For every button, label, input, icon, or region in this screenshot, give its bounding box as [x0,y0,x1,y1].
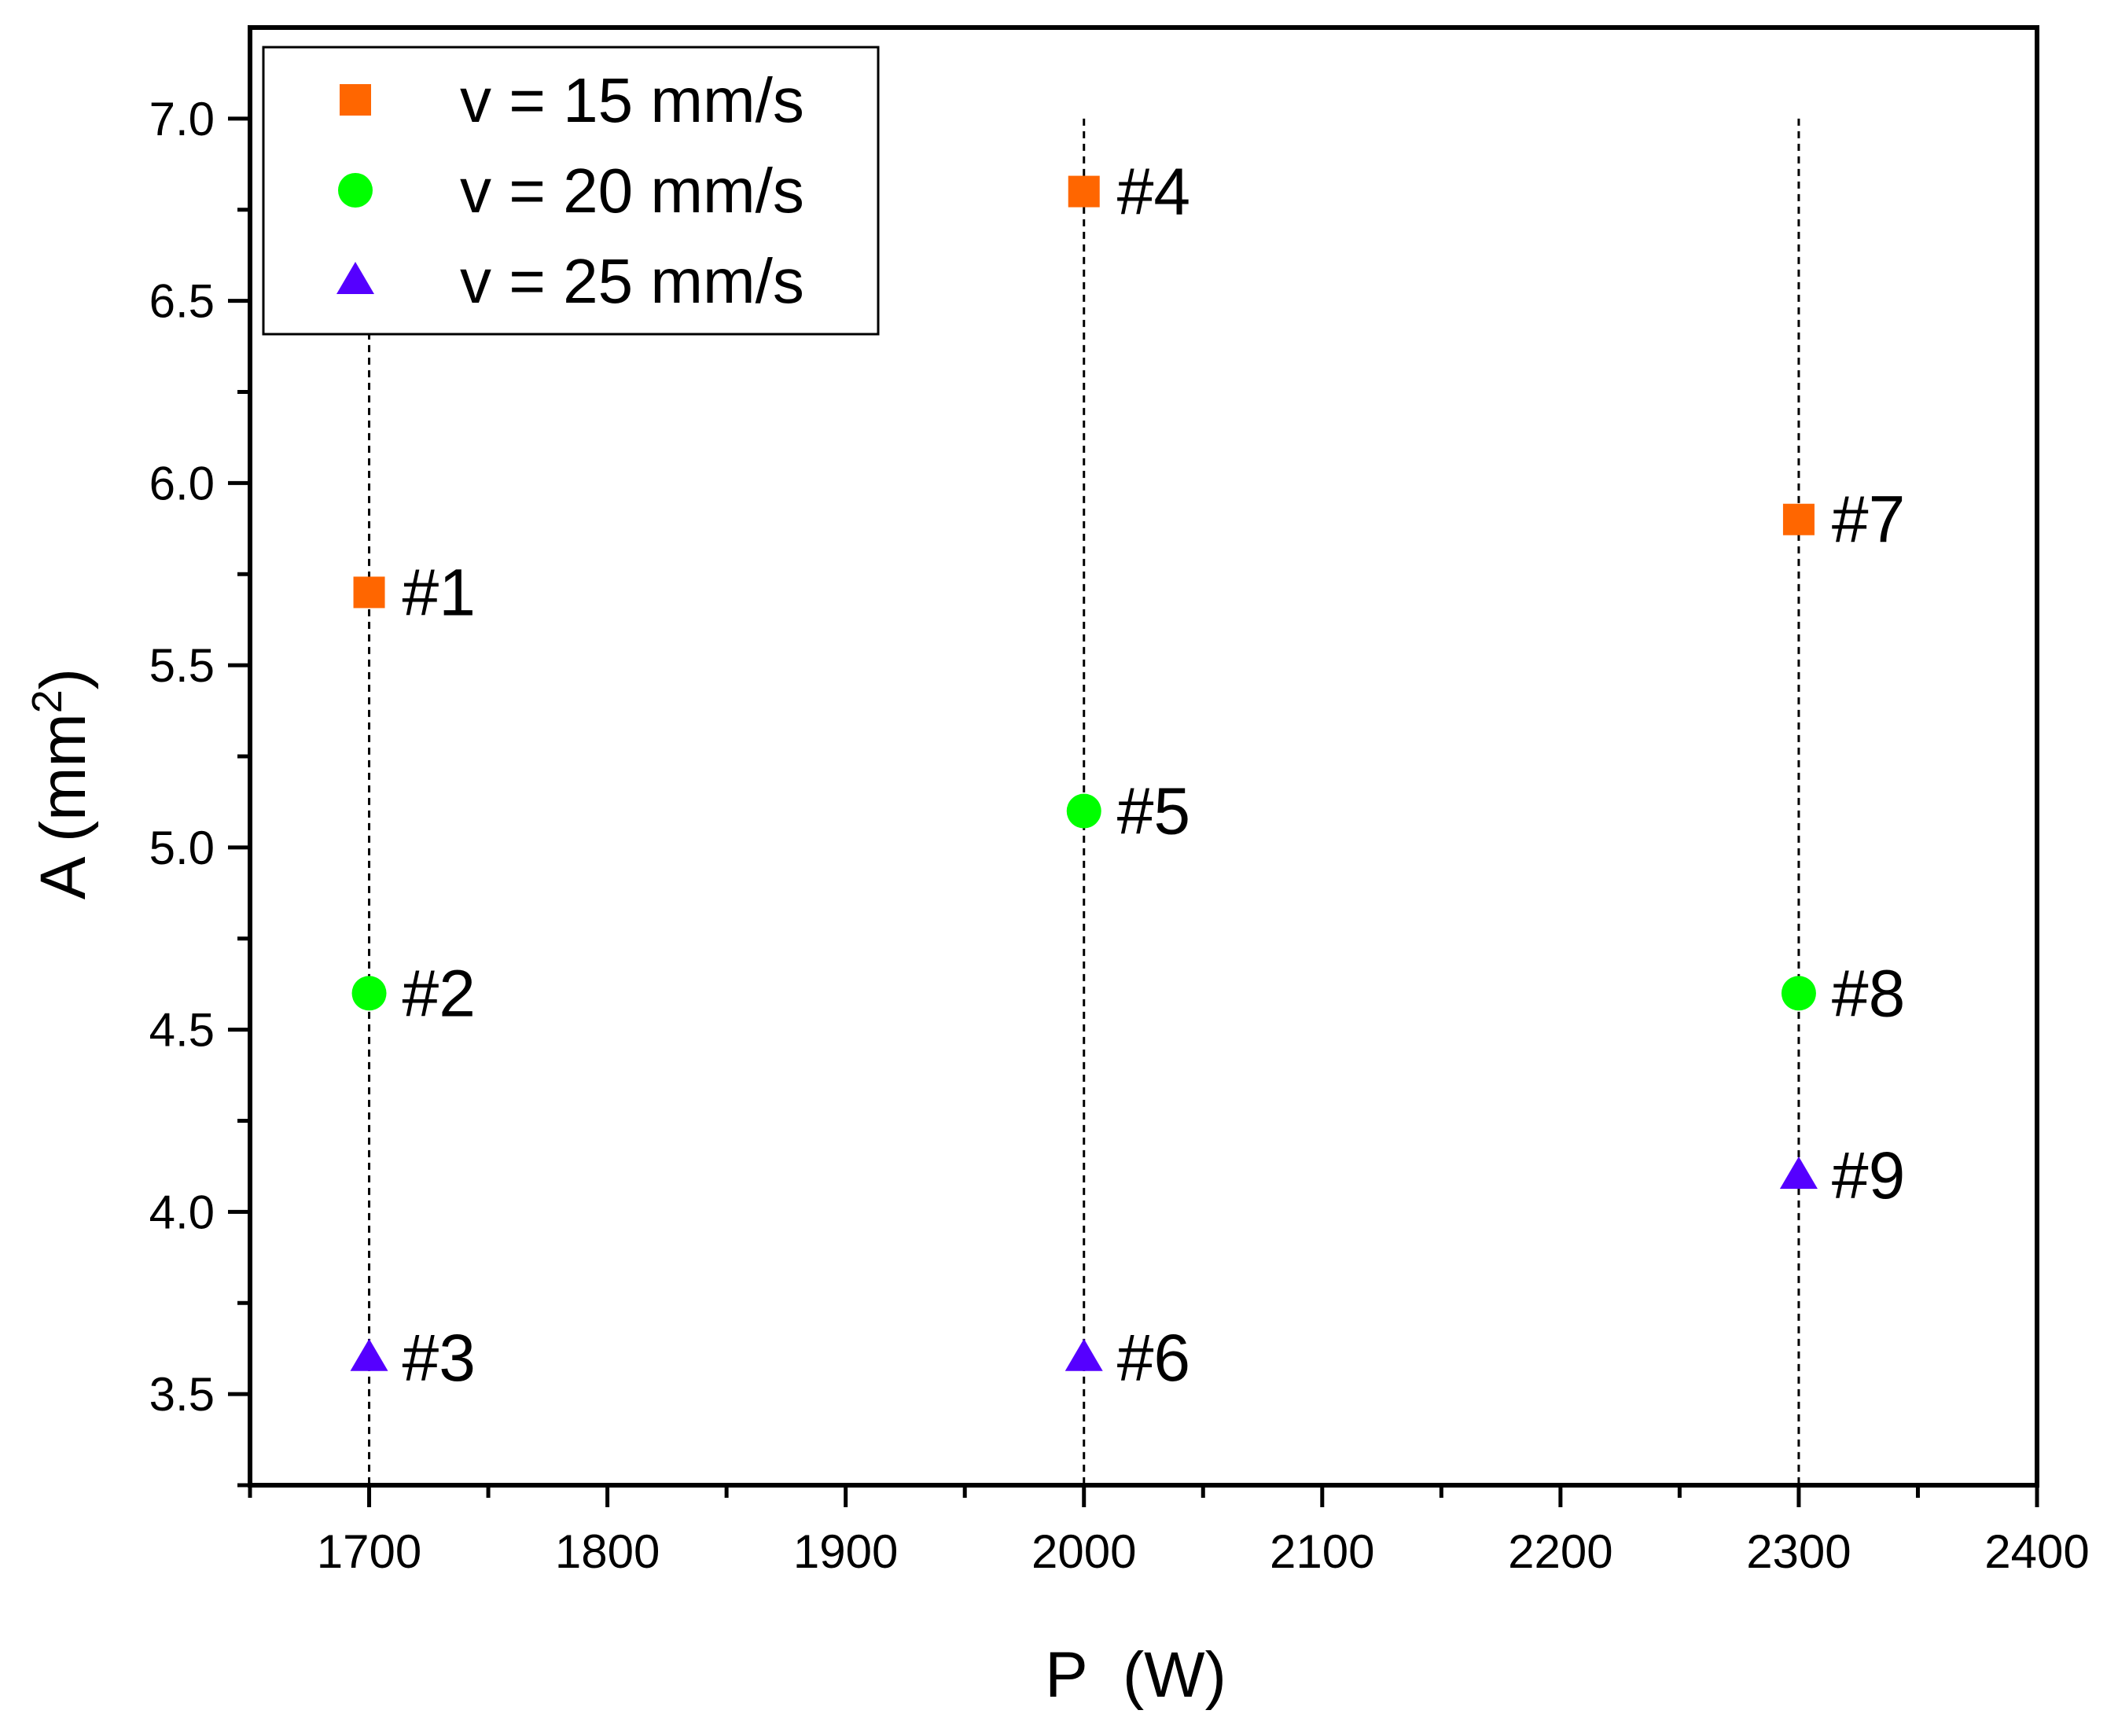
axis-tick-labels: 1700 1800 1900 2000 2100 2200 2300 2400 3.5 4.0 4.… [149,93,2090,1578]
point-label: #1 [403,555,476,629]
x-tick-label: 2400 [1984,1525,2089,1578]
legend-marker-triangle [336,262,374,294]
point-label: #6 [1117,1321,1190,1395]
legend-label: v = 15 mm/s [460,65,804,135]
x-tick-label: 1800 [555,1525,660,1578]
data-point-triangle [1065,1338,1103,1371]
legend: v = 15 mm/s v = 20 mm/s v = 25 mm/s [262,46,880,336]
data-point-circle [351,976,387,1011]
y-axis-title-end: ) [28,668,99,690]
y-axis-title: A (mm2) [24,668,99,899]
plot-frame [248,25,2039,1488]
y-tick-label: 4.0 [149,1186,215,1238]
data-point-circle [1066,793,1101,829]
legend-marker-square [340,84,371,116]
x-tick-label: 1900 [793,1525,898,1578]
y-axis-title-sup: 2 [24,690,71,713]
x-tick-label: 2100 [1270,1525,1374,1578]
point-label: #3 [403,1321,476,1395]
x-tick-label: 2300 [1746,1525,1851,1578]
point-label: #2 [403,956,476,1030]
point-label: #8 [1832,956,1905,1030]
point-label: #7 [1832,483,1905,557]
data-point-square [353,576,385,609]
point-label: #9 [1832,1138,1905,1212]
x-tick-label: 2000 [1031,1525,1136,1578]
legend-label: v = 20 mm/s [460,156,804,226]
legend-label: v = 25 mm/s [460,246,804,316]
data-point-square [1782,503,1815,535]
x-tick-label: 1700 [317,1525,421,1578]
point-label: #4 [1117,155,1190,229]
data-point-triangle [350,1338,388,1371]
y-axis-title-main: A (mm [28,713,99,899]
y-tick-label: 6.0 [149,457,215,509]
legend-marker-circle [338,173,373,208]
point-label: #5 [1117,774,1190,848]
x-axis-title: P (W) [1045,1639,1226,1711]
y-tick-label: 3.5 [149,1368,215,1421]
y-tick-label: 7.0 [149,93,215,145]
y-tick-label: 5.5 [149,639,215,692]
data-point-square [1068,175,1100,208]
data-point-triangle [1779,1157,1818,1190]
y-tick-label: 6.5 [149,275,215,328]
data-point-circle [1781,976,1816,1011]
y-tick-label: 4.5 [149,1004,215,1057]
y-tick-label: 5.0 [149,822,215,874]
data-points: #1 #4 #7 #2 #5 #8 #3 #6 #9 [350,155,1905,1395]
x-tick-label: 2200 [1508,1525,1612,1578]
